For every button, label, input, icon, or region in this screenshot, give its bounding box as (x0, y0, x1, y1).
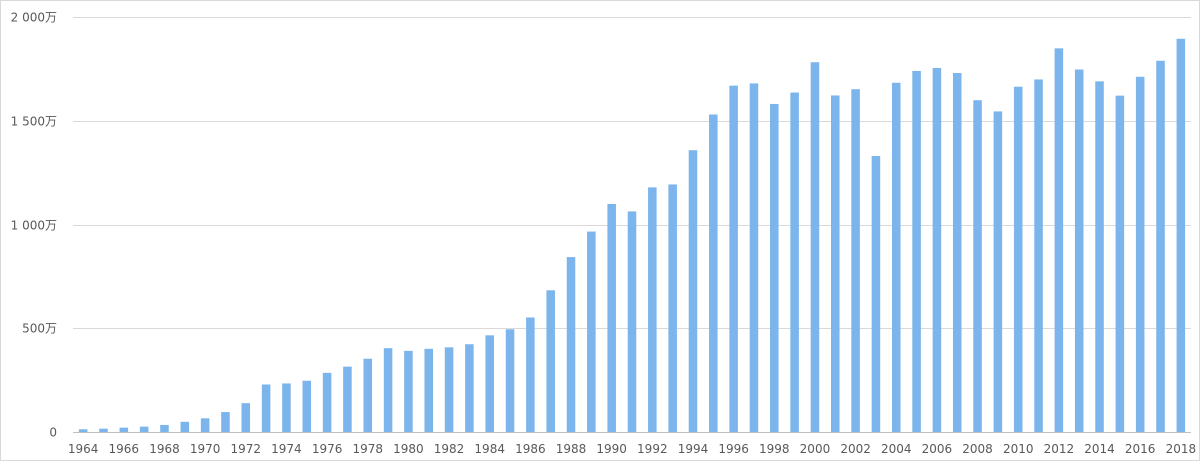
x-tick-label: 1990 (596, 442, 627, 456)
y-tick-label: 1 500万 (11, 115, 57, 129)
x-tick-label: 1980 (393, 442, 424, 456)
x-tick-label: 1976 (312, 442, 343, 456)
bar-1964 (78, 429, 88, 432)
x-tick-label: 1974 (271, 442, 302, 456)
x-tick-label: 2018 (1166, 442, 1197, 456)
bar-2012 (1054, 48, 1064, 432)
bar-1995 (709, 114, 718, 433)
bar-1996 (729, 85, 738, 433)
x-tick-label: 1994 (678, 442, 709, 456)
bar-1971 (221, 412, 230, 432)
x-tick-label: 2004 (881, 442, 912, 456)
bar-1987 (546, 290, 555, 432)
bar-1980 (404, 350, 413, 432)
bar-2003 (871, 156, 881, 432)
x-tick-label: 2010 (1003, 442, 1034, 456)
x-tick-label: 2002 (840, 442, 871, 456)
bar-2015 (1115, 95, 1125, 432)
bar-1992 (648, 187, 657, 432)
x-tick-label: 1988 (556, 442, 587, 456)
bar-2001 (831, 95, 840, 432)
x-tick-label: 1972 (231, 442, 262, 456)
bar-1979 (383, 348, 393, 432)
bar-2013 (1074, 69, 1084, 432)
bar-2014 (1095, 81, 1104, 432)
bar-2016 (1135, 76, 1145, 432)
bar-1981 (424, 348, 433, 432)
y-axis-tick-labels: 0 500万 1 000万 1 500万 2 000万 (11, 11, 57, 440)
bar-2011 (1034, 79, 1043, 433)
bar-1985 (505, 329, 515, 432)
x-tick-label: 2016 (1125, 442, 1156, 456)
x-tick-label: 1986 (515, 442, 546, 456)
bar-1976 (322, 372, 332, 432)
bar-1967 (139, 426, 149, 432)
x-tick-label: 2014 (1084, 442, 1115, 456)
y-tick-label: 0 (49, 426, 57, 440)
bar-1983 (465, 344, 474, 432)
x-tick-label: 2006 (922, 442, 953, 456)
bar-1973 (261, 384, 271, 432)
bar-1986 (526, 317, 535, 432)
bar-1972 (241, 403, 251, 432)
bar-1982 (444, 347, 454, 432)
bar-1974 (282, 383, 291, 432)
bar-1984 (485, 335, 494, 432)
x-tick-label: 1984 (474, 442, 505, 456)
bar-1970 (200, 418, 210, 432)
bar-1965 (99, 428, 108, 432)
y-tick-label: 2 000万 (11, 11, 57, 25)
bar-1968 (160, 424, 169, 432)
bar-1994 (688, 150, 698, 432)
bar-2007 (952, 73, 962, 433)
x-tick-label: 1992 (637, 442, 668, 456)
x-tick-label: 2000 (800, 442, 831, 456)
y-tick-label: 500万 (22, 322, 57, 336)
y-tick-label: 1 000万 (11, 219, 57, 233)
x-tick-label: 2008 (962, 442, 993, 456)
x-tick-label: 1966 (109, 442, 140, 456)
bar-2005 (912, 70, 921, 432)
bar-1998 (770, 103, 779, 432)
x-tick-label: 1978 (352, 442, 383, 456)
bar-1993 (668, 184, 677, 432)
x-tick-label: 1968 (149, 442, 180, 456)
x-tick-label: 1996 (718, 442, 749, 456)
bar-2017 (1156, 60, 1165, 432)
bar-2002 (851, 89, 860, 433)
bar-1991 (627, 211, 637, 432)
x-tick-label: 1970 (190, 442, 221, 456)
bar-1978 (363, 358, 373, 432)
bar-1977 (343, 366, 352, 432)
bar-1989 (587, 231, 596, 432)
x-axis-tick-labels: 1964 1966 1968 1970 1972 1974 1976 1978 1980 1982… (68, 442, 1196, 456)
bar-2004 (891, 82, 901, 432)
bar-2006 (932, 68, 942, 433)
bar-1997 (749, 83, 759, 433)
x-tick-label: 2012 (1044, 442, 1075, 456)
bar-2008 (973, 100, 982, 433)
x-tick-label: 1998 (759, 442, 790, 456)
x-tick-label: 1982 (434, 442, 465, 456)
bar-1969 (180, 421, 190, 432)
bar-1966 (119, 427, 129, 432)
bars (78, 38, 1186, 433)
bar-1975 (302, 380, 312, 432)
bar-1988 (566, 257, 576, 432)
bar-1999 (790, 92, 799, 432)
bar-1990 (607, 203, 616, 432)
bar-2010 (1013, 86, 1023, 432)
bar-2000 (810, 62, 820, 433)
x-tick-label: 1964 (68, 442, 99, 456)
bar-2009 (993, 111, 1003, 432)
bar-2018 (1176, 38, 1186, 432)
